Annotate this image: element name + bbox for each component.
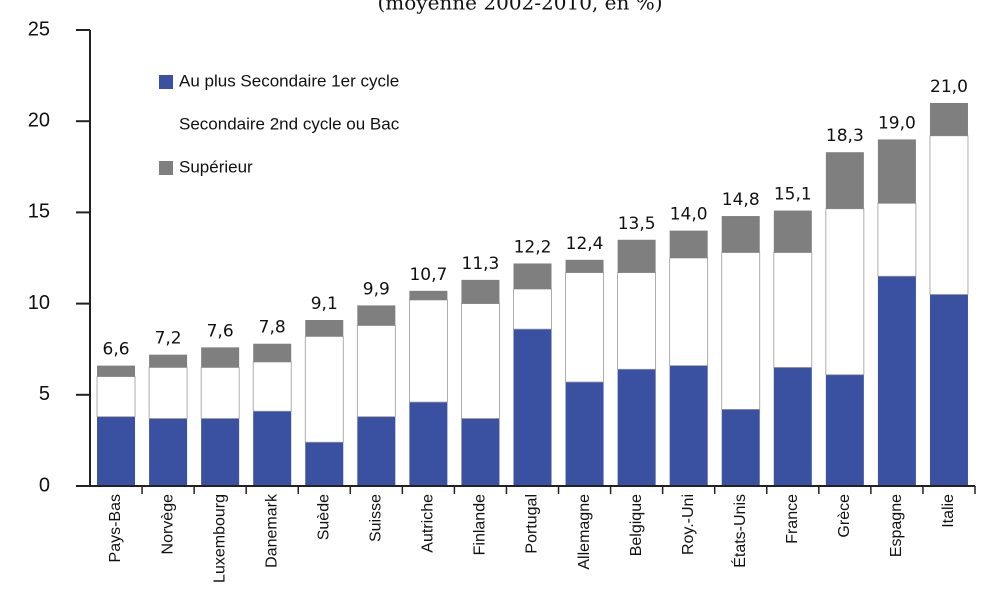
total-label: 13,5 xyxy=(618,214,656,234)
bar-segment xyxy=(513,288,552,330)
bar-segment xyxy=(877,202,917,277)
total-label: 19,0 xyxy=(878,113,916,133)
x-tick-label: Belgique xyxy=(628,494,645,556)
bar-segment xyxy=(304,336,344,443)
bar-segment xyxy=(97,365,136,377)
bar-segment xyxy=(721,409,760,486)
x-tick-label: Roy.-Uni xyxy=(680,494,697,555)
total-label: 12,2 xyxy=(514,237,552,257)
bar-segment xyxy=(773,210,812,253)
x-tick-label: Finlande xyxy=(472,494,489,555)
total-label: 7,2 xyxy=(155,329,182,349)
x-tick-label: Danemark xyxy=(263,493,280,568)
bar-segment xyxy=(565,382,604,486)
total-label: 15,1 xyxy=(774,185,812,205)
x-tick-label: Pays-Bas xyxy=(107,494,124,562)
bar-segment xyxy=(877,139,916,204)
total-label: 11,3 xyxy=(462,254,500,274)
bar-segment xyxy=(253,343,292,362)
legend-label: Secondaire 2nd cycle ou Bac xyxy=(179,114,400,133)
y-tick-label: 0 xyxy=(39,474,50,496)
bar-segment xyxy=(513,263,552,290)
total-label: 9,1 xyxy=(311,294,338,314)
bar-segment xyxy=(565,259,604,273)
bar-segment xyxy=(200,367,240,419)
total-label: 18,3 xyxy=(826,126,864,146)
legend-swatch xyxy=(159,161,173,175)
bar-segment xyxy=(825,152,864,209)
total-label: 9,9 xyxy=(363,279,390,299)
total-label: 14,0 xyxy=(670,205,708,225)
bar-segment xyxy=(148,367,188,419)
bar-segment xyxy=(929,135,969,295)
bar-segment xyxy=(461,418,500,486)
x-tick-label: Italie xyxy=(940,494,957,528)
x-tick-label: France xyxy=(784,494,801,544)
y-tick-label: 15 xyxy=(28,201,50,223)
bar-segment xyxy=(825,208,865,376)
bar-segment xyxy=(408,299,448,403)
bar-segment xyxy=(929,102,968,136)
x-tick-label: Grèce xyxy=(836,494,853,538)
x-tick-label: États-Unis xyxy=(730,494,749,568)
bar-segment xyxy=(825,374,864,486)
x-tick-label: Norvège xyxy=(159,494,176,555)
bar-segment xyxy=(357,305,396,326)
x-tick-label: Allemagne xyxy=(576,494,593,570)
bar-segment xyxy=(617,272,657,370)
bar-segment xyxy=(252,361,292,412)
y-tick-label: 5 xyxy=(39,383,50,405)
y-tick-label: 20 xyxy=(28,109,50,131)
total-label: 21,0 xyxy=(930,77,968,97)
bar-segment xyxy=(565,272,604,383)
bar-segment xyxy=(513,329,552,486)
bar-segment xyxy=(409,402,448,486)
y-tick-label: 10 xyxy=(28,292,50,314)
total-label: 14,8 xyxy=(722,190,760,210)
legend-label: Au plus Secondaire 1er cycle xyxy=(179,71,399,90)
bar-segment xyxy=(201,418,240,486)
bar-segment xyxy=(773,367,812,486)
legend-swatch xyxy=(159,118,173,132)
bar-segment xyxy=(97,416,136,486)
bar-segment xyxy=(929,294,968,486)
bar-segment xyxy=(721,216,760,253)
x-tick-label: Autriche xyxy=(420,494,437,553)
bar-segment xyxy=(461,303,500,419)
legend-label: Supérieur xyxy=(179,157,253,176)
total-label: 7,6 xyxy=(207,321,234,341)
bar-segment xyxy=(617,369,656,486)
bar-segment xyxy=(669,365,708,486)
x-tick-label: Suisse xyxy=(368,494,385,542)
bar-segment xyxy=(617,239,656,273)
bar-segment xyxy=(305,320,344,337)
bar-segment xyxy=(96,376,136,418)
bar-segment xyxy=(721,252,761,410)
bar-segment xyxy=(149,354,188,368)
bar-segment xyxy=(669,230,708,258)
x-tick-label: Luxembourg xyxy=(211,494,228,583)
total-label: 6,6 xyxy=(103,340,130,360)
x-tick-label: Portugal xyxy=(524,494,541,554)
x-tick-label: Espagne xyxy=(888,494,905,557)
chart-title: (moyenne 2002-2010, en %) xyxy=(377,0,662,15)
bar-segment xyxy=(305,442,344,486)
bar-segment xyxy=(877,276,916,486)
total-label: 12,4 xyxy=(566,234,604,254)
bar-segment xyxy=(357,416,396,486)
total-label: 7,8 xyxy=(259,318,286,338)
legend-swatch xyxy=(159,75,173,89)
total-label: 10,7 xyxy=(409,265,447,285)
bar-segment xyxy=(461,279,500,304)
bar-segment xyxy=(409,290,448,300)
bar-segment xyxy=(201,347,240,368)
bar-segment xyxy=(356,325,396,418)
bar-segment xyxy=(253,411,292,486)
bar-segment xyxy=(149,418,188,486)
bar-segment xyxy=(669,257,709,367)
y-tick-label: 25 xyxy=(28,18,50,40)
x-tick-label: Suède xyxy=(315,494,332,540)
bar-segment xyxy=(773,252,813,368)
